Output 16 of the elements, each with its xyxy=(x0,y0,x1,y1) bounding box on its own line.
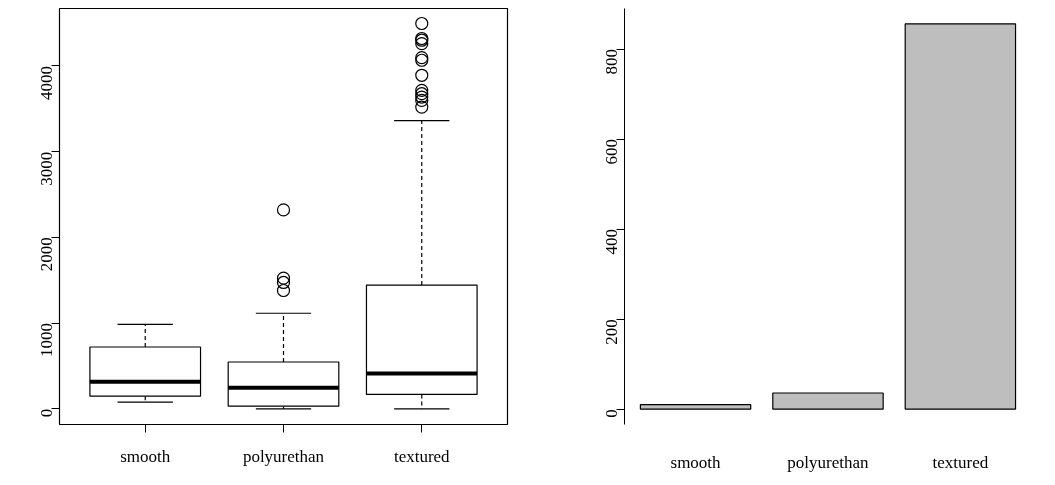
y-tick-label: 400 xyxy=(602,229,621,255)
y-tick-label: 3000 xyxy=(37,151,56,186)
y-tick-label: 200 xyxy=(602,319,621,345)
x-tick-label: textured xyxy=(932,452,989,472)
y-tick-label: 2000 xyxy=(37,237,56,272)
y-tick-label: 4000 xyxy=(37,65,56,100)
y-tick-label: 1000 xyxy=(37,323,56,358)
y-tick-label: 600 xyxy=(602,139,621,165)
x-tick-label: polyurethan xyxy=(242,446,325,466)
x-tick-label: textured xyxy=(393,446,451,466)
x-tick-label: polyurethan xyxy=(787,452,870,472)
x-tick-label: smooth xyxy=(670,452,722,472)
x-tick-label: smooth xyxy=(120,446,171,466)
y-tick-label: 0 xyxy=(37,408,56,418)
y-tick-label: 0 xyxy=(602,409,621,418)
y-tick-label: 800 xyxy=(602,49,621,75)
